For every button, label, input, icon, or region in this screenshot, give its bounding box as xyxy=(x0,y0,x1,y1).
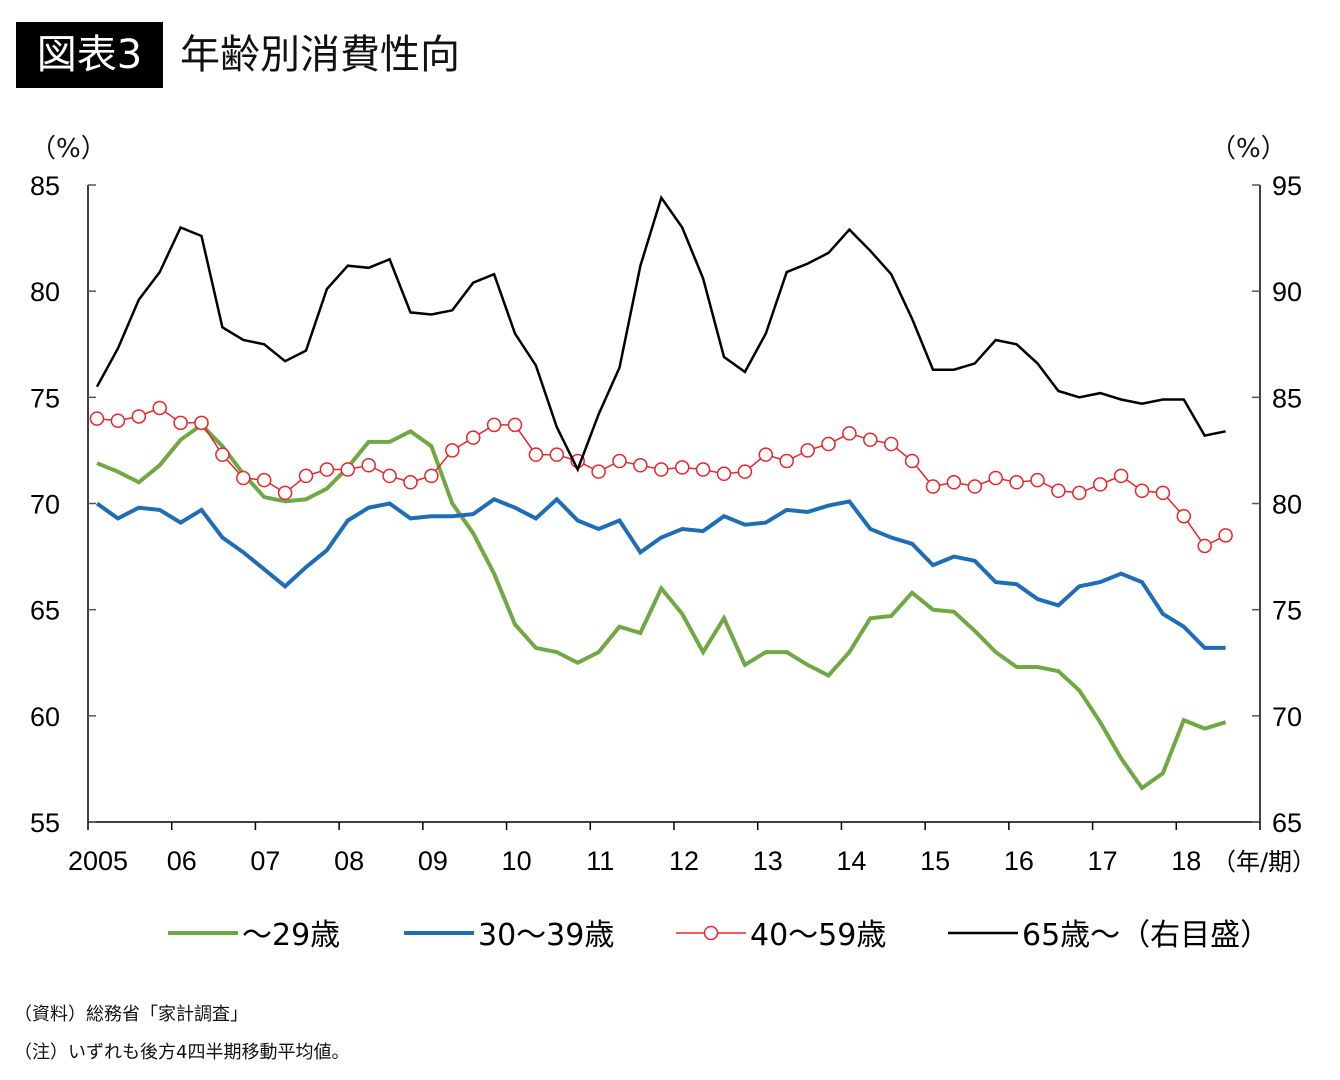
right-tick-label: 70 xyxy=(1272,702,1302,732)
data-point xyxy=(465,430,481,445)
series-line-0 xyxy=(96,422,1227,791)
legend-label: 65歳～（右目盛） xyxy=(1022,918,1270,953)
x-tick-label: 10 xyxy=(502,846,532,876)
data-point xyxy=(674,460,690,475)
series-line-1 xyxy=(95,496,1226,650)
data-point xyxy=(256,472,272,488)
x-tick-label: 13 xyxy=(753,846,783,876)
x-tick-label: 12 xyxy=(669,846,699,876)
figure-badge: 図表3 xyxy=(16,22,163,88)
x-tick-label: 16 xyxy=(1004,846,1034,876)
data-point xyxy=(549,447,565,462)
right-tick-label: 75 xyxy=(1272,596,1302,626)
data-point xyxy=(403,475,418,490)
footnote: （注）いずれも後方4四半期移動平均値。 xyxy=(14,1042,350,1063)
chart-title: 年齢別消費性向 xyxy=(180,32,460,78)
data-point xyxy=(1113,468,1129,484)
data-point xyxy=(507,417,523,433)
left-axis-unit: （%） xyxy=(30,134,107,164)
left-tick-label: 85 xyxy=(30,171,60,201)
data-point xyxy=(152,400,167,416)
data-point xyxy=(633,458,648,473)
data-point xyxy=(925,479,941,494)
line-chart: 85 80 75 70 65 60 55 95 90 85 80 75 70 65 2005 06 07 08 09… xyxy=(30,171,1316,953)
right-axis-unit: （%） xyxy=(1210,134,1287,164)
x-tick-label: 2005 xyxy=(68,846,128,876)
data-point xyxy=(863,432,878,448)
data-point xyxy=(1072,485,1087,501)
data-point xyxy=(382,468,397,484)
data-point xyxy=(716,466,732,482)
left-tick-label: 70 xyxy=(30,490,60,520)
legend-marker xyxy=(703,925,719,941)
data-point xyxy=(883,436,899,452)
data-point xyxy=(591,464,606,479)
x-tick-label: 09 xyxy=(418,846,448,876)
legend-label: ～29歳 xyxy=(242,918,340,953)
data-point xyxy=(340,462,356,477)
left-tick-label: 80 xyxy=(30,277,60,307)
data-point xyxy=(1218,528,1233,543)
left-tick-label: 55 xyxy=(30,808,60,838)
data-point xyxy=(737,464,753,479)
series-line-3 xyxy=(95,194,1226,473)
data-point xyxy=(654,462,669,477)
data-point xyxy=(173,415,188,431)
data-point xyxy=(904,453,920,469)
data-point xyxy=(319,462,335,477)
data-point xyxy=(361,458,376,473)
right-tick-label: 85 xyxy=(1272,383,1302,413)
data-point xyxy=(194,415,209,431)
data-point xyxy=(445,443,460,458)
data-point xyxy=(1155,485,1171,501)
x-tick-label: 17 xyxy=(1088,846,1118,876)
data-point xyxy=(779,453,794,469)
right-tick-label: 95 xyxy=(1272,171,1302,201)
data-point xyxy=(528,447,544,462)
left-tick-label: 60 xyxy=(30,702,60,732)
data-point xyxy=(946,475,962,490)
data-point xyxy=(758,447,774,462)
legend-label: 30～39歳 xyxy=(478,918,614,953)
left-tick-label: 65 xyxy=(30,596,60,626)
data-point xyxy=(1051,483,1066,499)
data-point xyxy=(110,413,126,428)
data-point xyxy=(842,426,857,441)
x-tick-label: 08 xyxy=(334,846,364,876)
x-tick-label: 11 xyxy=(586,846,614,876)
x-tick-label: 15 xyxy=(920,846,950,876)
data-point xyxy=(1176,508,1192,524)
data-point xyxy=(1197,538,1212,554)
source-note: （資料）総務省「家計調査」 xyxy=(14,1004,248,1025)
data-point xyxy=(988,470,1003,486)
data-point xyxy=(277,485,293,501)
x-tick-label: 18 xyxy=(1171,846,1201,876)
data-point xyxy=(612,453,627,469)
right-tick-label: 90 xyxy=(1272,277,1302,307)
data-point xyxy=(236,470,251,486)
x-axis-label: （年/期） xyxy=(1212,848,1316,876)
data-point xyxy=(1009,475,1024,490)
x-tick-label: 14 xyxy=(836,846,866,876)
right-tick-label: 80 xyxy=(1272,490,1302,520)
data-point xyxy=(821,436,836,452)
data-point xyxy=(800,443,815,458)
data-point xyxy=(298,468,314,484)
data-point xyxy=(967,479,983,494)
data-point xyxy=(424,468,439,484)
x-tick-label: 06 xyxy=(167,846,197,876)
data-point xyxy=(215,447,230,462)
data-point xyxy=(131,409,147,424)
data-point xyxy=(1092,477,1108,492)
data-point xyxy=(695,462,711,477)
x-tick-label: 07 xyxy=(250,846,280,876)
legend-label: 40～59歳 xyxy=(750,918,886,953)
data-point xyxy=(1134,483,1150,499)
left-tick-label: 75 xyxy=(30,383,60,413)
data-point xyxy=(89,411,105,426)
right-tick-label: 65 xyxy=(1272,808,1302,838)
data-point xyxy=(486,417,502,433)
data-point xyxy=(1030,472,1045,488)
